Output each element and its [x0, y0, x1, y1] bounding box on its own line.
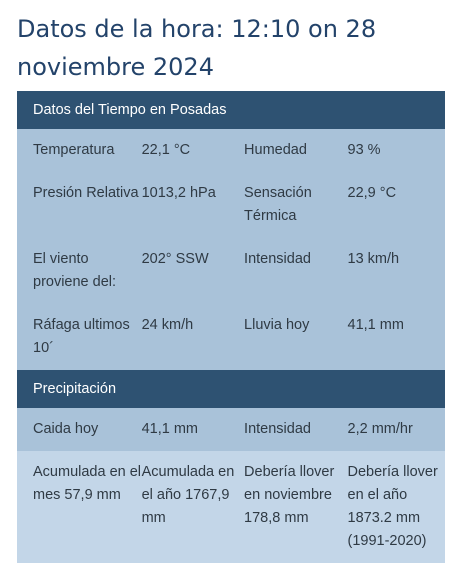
humidity-label: Humedad	[244, 129, 348, 172]
table-row: Caida hoy 41,1 mm Intensidad 2,2 mm/hr	[17, 408, 445, 451]
table-row: Acumulada en el mes 57,9 mm Acumulada en…	[17, 451, 445, 563]
table-row: El viento proviene del: 202° SSW Intensi…	[17, 238, 445, 304]
gust-value: 24 km/h	[141, 304, 245, 370]
gust-label: Ráfaga ultimos 10´	[17, 304, 142, 370]
expected-year-rain: Debería llover en el año 1873.2 mm (1991…	[347, 451, 445, 563]
humidity-value: 93 %	[347, 129, 445, 172]
rain-rate-value: 2,2 mm/hr	[347, 408, 445, 451]
weather-data-table: Datos del Tiempo en Posadas Temperatura …	[17, 91, 445, 563]
weather-section-header: Datos del Tiempo en Posadas	[17, 91, 445, 129]
precipitation-section-title: Precipitación	[17, 370, 445, 408]
feels-like-label: Sensación Térmica	[244, 172, 348, 238]
wind-direction-label: El viento proviene del:	[17, 238, 142, 304]
temperature-value: 22,1 °C	[141, 129, 245, 172]
fall-today-value: 41,1 mm	[141, 408, 245, 451]
wind-speed-label: Intensidad	[244, 238, 348, 304]
pressure-value: 1013,2 hPa	[141, 172, 245, 238]
precipitation-section-header: Precipitación	[17, 370, 445, 408]
pressure-label: Presión Relativa	[17, 172, 142, 238]
wind-direction-value: 202° SSW	[141, 238, 245, 304]
temperature-label: Temperatura	[17, 129, 142, 172]
weather-section-title: Datos del Tiempo en Posadas	[17, 91, 445, 129]
expected-month-rain: Debería llover en noviembre 178,8 mm	[244, 451, 348, 563]
page-title: Datos de la hora: 12:10 on 28 noviembre …	[17, 15, 377, 81]
yearly-accumulated: Acumulada en el año 1767,9 mm	[141, 451, 245, 563]
table-row: Presión Relativa 1013,2 hPa Sensación Té…	[17, 172, 445, 238]
feels-like-value: 22,9 °C	[347, 172, 445, 238]
rain-today-value: 41,1 mm	[347, 304, 445, 370]
table-row: Temperatura 22,1 °C Humedad 93 %	[17, 129, 445, 172]
monthly-accumulated: Acumulada en el mes 57,9 mm	[17, 451, 142, 563]
rain-rate-label: Intensidad	[244, 408, 348, 451]
rain-today-label: Lluvia hoy	[244, 304, 348, 370]
table-row: Ráfaga ultimos 10´ 24 km/h Lluvia hoy 41…	[17, 304, 445, 370]
wind-speed-value: 13 km/h	[347, 238, 445, 304]
fall-today-label: Caida hoy	[17, 408, 142, 451]
